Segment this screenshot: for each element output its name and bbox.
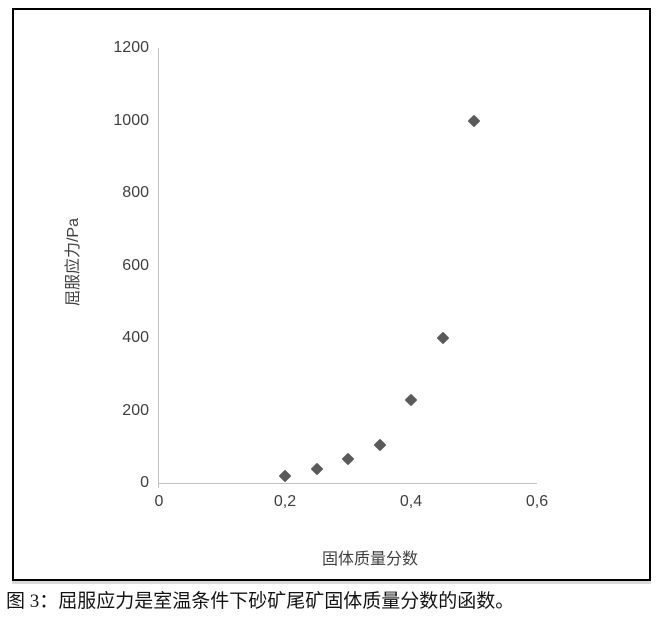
data-point-diamond [373,438,386,452]
x-tick-label: 0,4 [399,493,423,510]
y-tick-label: 1000 [113,111,149,129]
data-point-diamond [436,331,449,345]
data-point-diamond [341,453,355,466]
data-point-diamond [310,462,323,475]
x-tick-label: 0,6 [525,493,549,510]
y-tick-label: 600 [122,256,149,274]
data-point-diamond [278,469,292,483]
y-tick-label: 1200 [113,39,149,56]
x-axis-origin-tick [158,483,159,488]
figure-frame: 屈服应力/Pa 0 200 400 600 800 1000 1200 0 0,2 0,4 0,6 … [12,8,651,581]
x-tick-label: 0 [154,493,164,510]
plot-area: 0 200 400 600 800 1000 1200 0 0,2 0,4 0,6 [113,39,548,510]
data-point-diamond [467,114,481,127]
y-tick-label: 200 [122,401,149,419]
data-point-diamond [404,393,418,406]
y-tick-label: 0 [140,474,149,491]
y-tick-label: 400 [122,329,149,346]
y-axis-title: 屈服应力/Pa [65,217,82,307]
x-tick-label: 0,2 [273,493,297,510]
figure-caption: 图 3：屈服应力是室温条件下砂矿尾矿固体质量分数的函数。 [6,591,515,612]
y-tick-label: 800 [122,184,149,201]
x-axis-title: 固体质量分数 [321,551,419,568]
